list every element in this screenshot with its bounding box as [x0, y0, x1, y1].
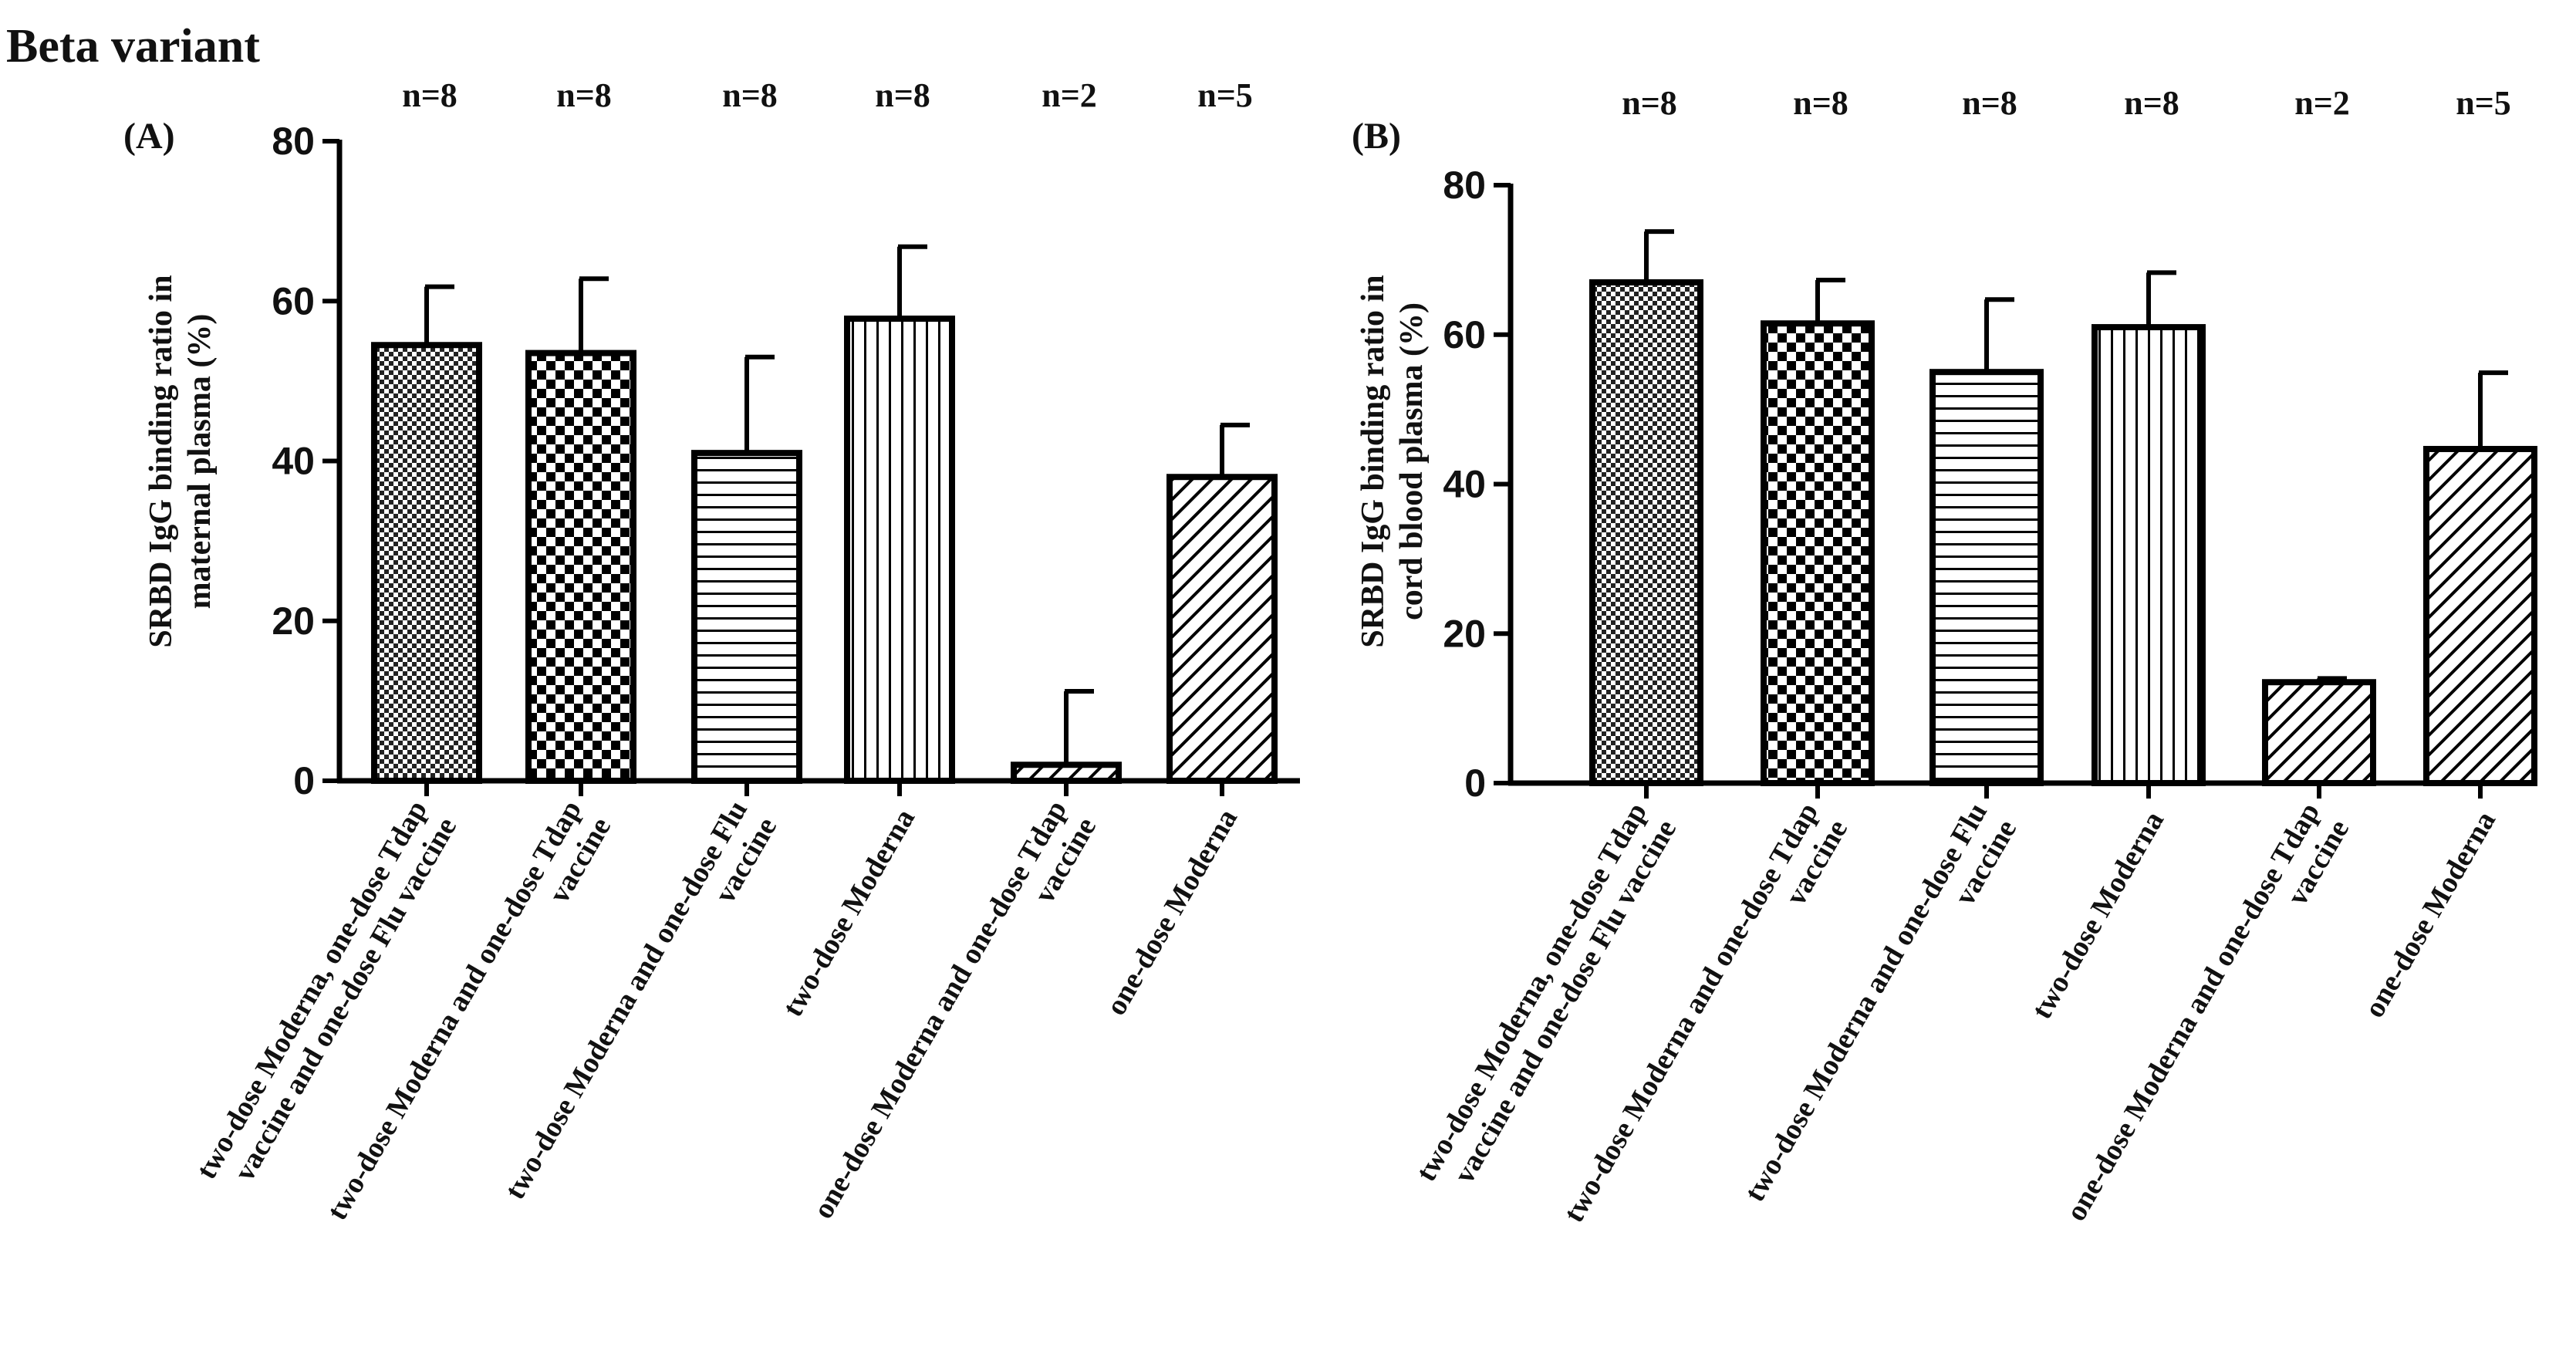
n-label: n=8 — [722, 76, 778, 114]
category-label-line: one-dose Moderna and one-dose Tdap — [807, 795, 1073, 1224]
n-label: n=8 — [1793, 84, 1848, 122]
category-label: two-dose Moderna, one-dose Tdapvaccine a… — [190, 795, 463, 1202]
y-tick-label: 40 — [272, 440, 315, 483]
panel-b: (B) SRBD IgG binding ratio incord blood p… — [1352, 84, 2537, 1244]
bar — [525, 350, 636, 784]
bar — [1011, 761, 1122, 785]
panel-label-a: (A) — [123, 116, 175, 157]
category-label: two-dose Moderna — [776, 804, 921, 1022]
n-label: n=5 — [2456, 84, 2511, 122]
y-tick-label: 80 — [272, 120, 315, 163]
y-tick-label: 20 — [272, 599, 315, 643]
y-axis-title-line: maternal plasma (%) — [182, 314, 218, 610]
y-tick-label: 40 — [1443, 463, 1486, 506]
n-label: n=8 — [875, 76, 930, 114]
y-axis-title-b: SRBD IgG binding ratio incord blood plas… — [1356, 275, 1430, 647]
bar — [1761, 320, 1875, 786]
n-label: n=8 — [556, 76, 612, 114]
y-axis-title-line: SRBD IgG binding ratio in — [143, 275, 179, 647]
category-label-line: one-dose Moderna — [1099, 804, 1244, 1021]
category-label: two-dose Moderna — [2025, 806, 2170, 1025]
bar — [1589, 279, 1703, 786]
n-label: n=8 — [1622, 84, 1677, 122]
bar — [1929, 369, 2044, 786]
y-axis-title-line: cord blood plasma (%) — [1394, 302, 1430, 620]
category-label-line: vaccine and one-dose Flu vaccine — [228, 812, 463, 1187]
category-label: one-dose Moderna and one-dose Tdapvaccin… — [807, 795, 1102, 1241]
category-label: two-dose Moderna and one-dose Tdapvaccin… — [321, 795, 618, 1243]
bar — [691, 450, 802, 784]
bar — [371, 342, 482, 784]
n-label: n=8 — [1962, 84, 2017, 122]
n-label: n=5 — [1197, 76, 1253, 114]
y-tick-label: 0 — [293, 759, 315, 802]
n-label: n=8 — [2124, 84, 2179, 122]
category-label: one-dose Moderna — [2358, 806, 2502, 1024]
y-tick-label: 80 — [1443, 164, 1486, 207]
category-label-line: two-dose Moderna — [2025, 806, 2170, 1025]
bar — [844, 316, 955, 784]
n-label: n=8 — [402, 76, 457, 114]
bar — [1166, 474, 1278, 784]
category-label-line: one-dose Moderna and one-dose Tdap — [2060, 798, 2326, 1227]
category-label-line: vaccine and one-dose Flu vaccine — [1448, 815, 1683, 1189]
y-axis-title-a: SRBD IgG binding ratio inmaternal plasma… — [143, 275, 218, 647]
figure-title: Beta variant — [6, 20, 260, 73]
category-label: two-dose Moderna, one-dose Tdapvaccine a… — [1410, 798, 1683, 1204]
category-label-line: two-dose Moderna — [776, 804, 921, 1022]
category-label-line: one-dose Moderna — [2358, 806, 2502, 1024]
y-axis-title-line: SRBD IgG binding ratio in — [1356, 275, 1391, 647]
y-tick-label: 60 — [1443, 313, 1486, 356]
bar — [2423, 445, 2537, 786]
n-label: n=2 — [1042, 76, 1097, 114]
category-label: one-dose Moderna — [1099, 804, 1244, 1021]
n-label: n=2 — [2294, 84, 2350, 122]
panel-label-b: (B) — [1352, 116, 1401, 157]
y-tick-label: 0 — [1464, 761, 1486, 805]
category-label: one-dose Moderna and one-dose Tdapvaccin… — [2060, 798, 2355, 1244]
bar — [2262, 679, 2376, 786]
panel-a: (A) SRBD IgG binding ratio inmaternal pla… — [123, 76, 1300, 1243]
y-tick-label: 60 — [272, 279, 315, 322]
y-tick-label: 20 — [1443, 612, 1486, 655]
bar — [2092, 324, 2206, 786]
